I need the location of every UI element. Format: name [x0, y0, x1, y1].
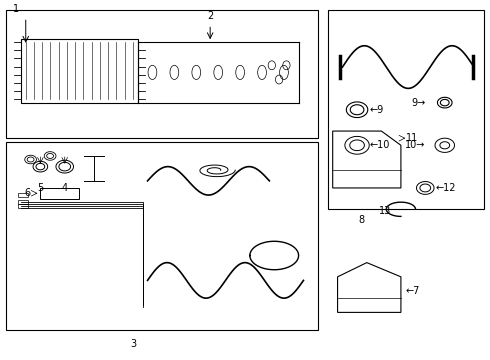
- Text: 9→: 9→: [411, 98, 425, 108]
- Text: 3: 3: [130, 339, 136, 350]
- Text: 5: 5: [37, 183, 44, 193]
- Text: 8: 8: [359, 215, 365, 225]
- Text: 4: 4: [62, 183, 68, 193]
- Text: ←12: ←12: [435, 183, 456, 193]
- Text: 6: 6: [24, 188, 30, 198]
- Text: ←7: ←7: [406, 286, 420, 296]
- Text: 1: 1: [13, 4, 19, 14]
- Text: ←10: ←10: [369, 140, 390, 150]
- Text: ←9: ←9: [369, 105, 384, 115]
- Text: 10→: 10→: [405, 140, 425, 150]
- Text: 11: 11: [406, 133, 418, 143]
- Text: 13: 13: [379, 206, 391, 216]
- Text: 2: 2: [207, 11, 213, 21]
